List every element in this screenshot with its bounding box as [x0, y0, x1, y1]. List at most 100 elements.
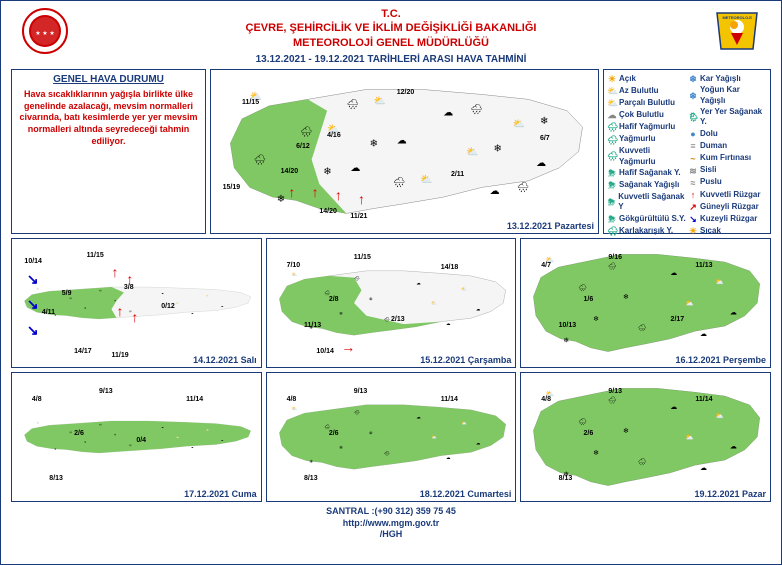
legend-item: 🌧Kuvvetli Yağmurlu — [607, 146, 686, 168]
legend-item: ⛅Az Bulutlu — [607, 85, 686, 97]
svg-text:🌧: 🌧 — [384, 317, 390, 322]
svg-text:❄: ❄ — [623, 427, 629, 435]
temp-label: 5/9 — [62, 290, 72, 297]
svg-text:❄: ❄ — [277, 194, 285, 205]
wind-arrow: ↑ — [358, 191, 365, 207]
legend-item: ☁Çok Bulutlu — [607, 109, 686, 121]
svg-text:🌧: 🌧 — [354, 410, 360, 415]
map-small: ⛅🌧☁❄⛅🌧☁❄⛅🌧☁❄7/1011/1514/182/82/1311/1310… — [266, 238, 517, 368]
svg-text:❄: ❄ — [494, 143, 502, 154]
temp-label: 11/14 — [695, 396, 712, 403]
temp-label: 14/18 — [441, 264, 459, 271]
svg-text:⛅: ⛅ — [292, 406, 298, 411]
temp-label: 1/6 — [584, 296, 594, 303]
map-small: ⛅🌧☁❄⛅🌧☁❄⛅🌧☁❄4/79/1611/131/610/132/1716.1… — [520, 238, 771, 368]
svg-text:☁: ☁ — [476, 441, 481, 446]
temp-label: 6/12 — [296, 143, 310, 150]
svg-text:❄: ❄ — [540, 116, 548, 127]
map-small: ⛅🌧☁❄⛅🌧☁❄⛅🌧☁❄4/89/1311/142/68/1318.12.202… — [266, 372, 517, 502]
wind-arrow: ↑ — [335, 187, 342, 203]
header-dateline: 13.12.2021 - 19.12.2021 TARİHLERİ ARASI … — [1, 54, 781, 65]
legend-item: ⛈Kuvvetli Sağanak Y — [607, 192, 686, 214]
temp-label: 14/20 — [319, 208, 337, 215]
svg-text:❄: ❄ — [593, 315, 599, 323]
legend-item: ☀Sıcak — [688, 225, 767, 237]
temp-label: 9/16 — [608, 254, 622, 261]
svg-text:❄: ❄ — [309, 459, 313, 464]
temp-label: 10/14 — [24, 258, 42, 265]
svg-text:⛅: ⛅ — [461, 286, 467, 291]
svg-text:⛅: ⛅ — [715, 412, 724, 420]
header-line3: METEOROLOJİ GENEL MÜDÜRLÜĞÜ — [1, 36, 781, 50]
temp-label: 9/13 — [608, 388, 622, 395]
svg-text:🌧: 🌧 — [608, 395, 617, 404]
temp-label: 11/13 — [304, 322, 321, 329]
svg-text:⛅: ⛅ — [461, 420, 467, 425]
svg-text:❄: ❄ — [339, 445, 343, 450]
map-date: 17.12.2021 Cuma — [184, 489, 257, 499]
temp-label: 2/13 — [391, 316, 405, 323]
temp-label: 0/4 — [136, 437, 146, 444]
svg-text:🌧: 🌧 — [300, 126, 313, 138]
map-date: 14.12.2021 Salı — [193, 355, 257, 365]
footer-url[interactable]: http://www.mgm.gov.tr — [343, 518, 440, 528]
map-date: 15.12.2021 Çarşamba — [420, 355, 511, 365]
svg-text:🌧: 🌧 — [517, 182, 530, 194]
svg-text:🌧: 🌧 — [579, 283, 588, 292]
legend-item: ⛈Sağanak Yağışlı — [607, 179, 686, 191]
map-date: 16.12.2021 Perşembe — [675, 355, 766, 365]
temp-label: 10/13 — [559, 322, 577, 329]
map-date: 19.12.2021 Pazar — [694, 489, 766, 499]
svg-text:☁: ☁ — [700, 465, 707, 472]
map-small: ⛅🌧☁❄⛅🌧☁❄⛅🌧☁❄4/89/1311/142/68/1319.12.202… — [520, 372, 771, 502]
temp-label: 11/14 — [441, 396, 458, 403]
temp-label: 2/6 — [584, 430, 594, 437]
legend-item: ⛅Parçalı Bulutlu — [607, 97, 686, 109]
legend-item: 🌨Karlakarışık Y. — [607, 225, 686, 237]
temp-label: 15/19 — [223, 184, 241, 191]
general-info-box: GENEL HAVA DURUMU Hava sıcaklıklarının y… — [11, 69, 206, 234]
temp-label: 11/15 — [242, 99, 259, 106]
legend-item: ↑Kuvvetli Rüzgar — [688, 189, 767, 201]
svg-text:❄: ❄ — [323, 166, 331, 177]
svg-text:⛅: ⛅ — [420, 173, 432, 185]
map-date: 18.12.2021 Cumartesi — [420, 489, 512, 499]
temp-label: 11/15 — [354, 254, 371, 261]
svg-text:⛅: ⛅ — [431, 301, 437, 306]
footer: SANTRAL :(+90 312) 359 75 45 http://www.… — [1, 506, 781, 541]
svg-text:⛅: ⛅ — [37, 287, 40, 290]
temp-label: 2/11 — [451, 171, 464, 178]
temp-label: 4/8 — [287, 396, 297, 403]
header-line2: ÇEVRE, ŞEHİRCİLİK VE İKLİM DEĞİŞİKLİĞİ B… — [1, 21, 781, 35]
svg-text:🌧: 🌧 — [393, 177, 406, 189]
svg-text:🌧: 🌧 — [638, 323, 647, 332]
legend-item: ≋Sisli — [688, 165, 767, 177]
svg-text:☁: ☁ — [490, 186, 500, 197]
svg-text:☁: ☁ — [671, 270, 678, 277]
map-date: 13.12.2021 Pazartesi — [507, 221, 594, 231]
svg-text:⛅: ⛅ — [513, 118, 525, 130]
footer-sig: /HGH — [1, 529, 781, 541]
svg-text:☁: ☁ — [191, 447, 193, 449]
temp-label: 11/19 — [111, 352, 128, 359]
legend-item: ⛈Gökgürültülü S.Y. — [607, 213, 686, 225]
svg-text:🌧: 🌧 — [579, 417, 588, 426]
svg-text:⛅: ⛅ — [37, 421, 40, 424]
temp-label: 11/13 — [695, 262, 712, 269]
svg-text:❄: ❄ — [369, 296, 373, 301]
svg-text:☁: ☁ — [416, 414, 421, 419]
map-main: ⛅🌧☁❄⛅🌧☁❄⛅🌧☁❄⛅🌧☁❄⛅🌧☁❄⛅🌧11/1512/206/124/16… — [210, 69, 599, 234]
svg-text:🌧: 🌧 — [638, 457, 647, 466]
svg-text:❄: ❄ — [593, 449, 599, 457]
svg-text:🌧: 🌧 — [324, 424, 330, 429]
svg-text:☁: ☁ — [730, 309, 737, 316]
svg-text:☁: ☁ — [397, 135, 407, 146]
header-line1: T.C. — [1, 7, 781, 21]
temp-label: 4/11 — [42, 309, 55, 316]
temp-label: 14/17 — [74, 348, 92, 355]
svg-text:🌧: 🌧 — [384, 451, 390, 456]
wind-arrow: ↑ — [126, 271, 133, 287]
wind-arrow: ↑ — [116, 303, 123, 319]
svg-text:⛅: ⛅ — [715, 278, 724, 286]
svg-text:🌧: 🌧 — [254, 154, 267, 166]
